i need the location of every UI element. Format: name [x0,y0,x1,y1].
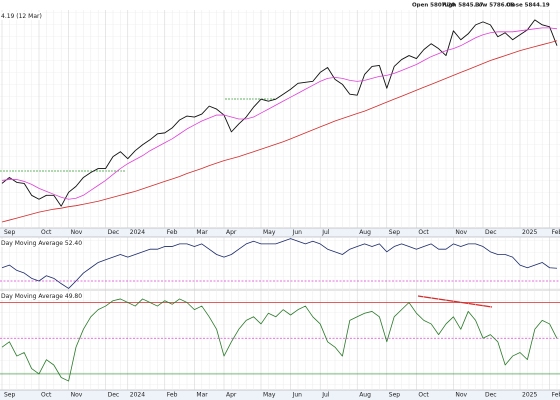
header-item: Low 5786.08 [475,3,515,9]
series-line [1,40,558,223]
x-tick-label: Aug [359,392,371,399]
series-line [1,27,558,200]
trend-line [417,295,493,308]
x-tick-label: Oct [418,392,429,399]
x-tick-label: Jul [321,392,330,399]
price-grid [0,10,560,228]
x-tick-label: Nov [455,392,467,399]
x-tick-label: 2025 [522,229,537,236]
x-tick-label: Oct [41,229,52,236]
header-item: Close 5844.19 [506,3,550,9]
x-tick-label: Jul [321,229,330,236]
panel-label: Day Moving Average 49.80 [1,293,82,300]
label-box [0,239,82,247]
x-tick-label: Nov [455,229,467,236]
x-tick-label: Feb [167,392,178,399]
x-tick-label: Jun [292,229,303,236]
x-tick-label: Sep [389,392,401,399]
label-box [0,12,42,20]
series-line [1,298,558,382]
x-tick-label: 2024 [130,229,145,236]
x-tick-label: May [263,229,276,236]
x-tick-label: Dec [108,392,120,399]
x-tick-label: Dec [108,229,120,236]
x-tick-label: May [263,392,276,399]
panel-label: 4.19 (12 Mar) [1,13,42,20]
x-tick-label: Jun [292,392,303,399]
x-tick-label: 2025 [522,392,537,399]
header-bar [0,0,560,10]
x-tick-label: Apr [226,229,237,236]
bottom-grid [0,290,560,390]
x-tick-label: Nov [71,229,83,236]
x-tick-label: Sep [4,229,16,236]
x-tick-label: Mar [196,392,208,399]
x-tick-label: Dec [485,229,497,236]
header-item: Open 5807.20 [412,3,455,9]
x-tick-label: Feb [552,229,560,236]
header-item: High 5845.37 [442,3,483,9]
x-axis-band [0,228,560,237]
x-tick-label: Apr [226,392,237,399]
x-axis-band [0,390,560,400]
middle-grid [0,237,560,290]
x-tick-label: Nov [71,392,83,399]
x-tick-label: Feb [552,392,560,399]
x-tick-label: Dec [485,392,497,399]
x-tick-label: Mar [196,229,208,236]
series-line [1,238,558,289]
x-tick-label: Sep [389,229,401,236]
x-tick-label: Sep [4,392,16,399]
x-tick-label: Oct [41,392,52,399]
x-tick-label: Feb [167,229,178,236]
panel-label: Day Moving Average 52.40 [1,240,82,247]
label-box [0,292,82,300]
x-tick-label: Oct [418,229,429,236]
series-line [1,19,558,207]
x-tick-label: Aug [359,229,371,236]
x-tick-label: 2024 [130,392,145,399]
